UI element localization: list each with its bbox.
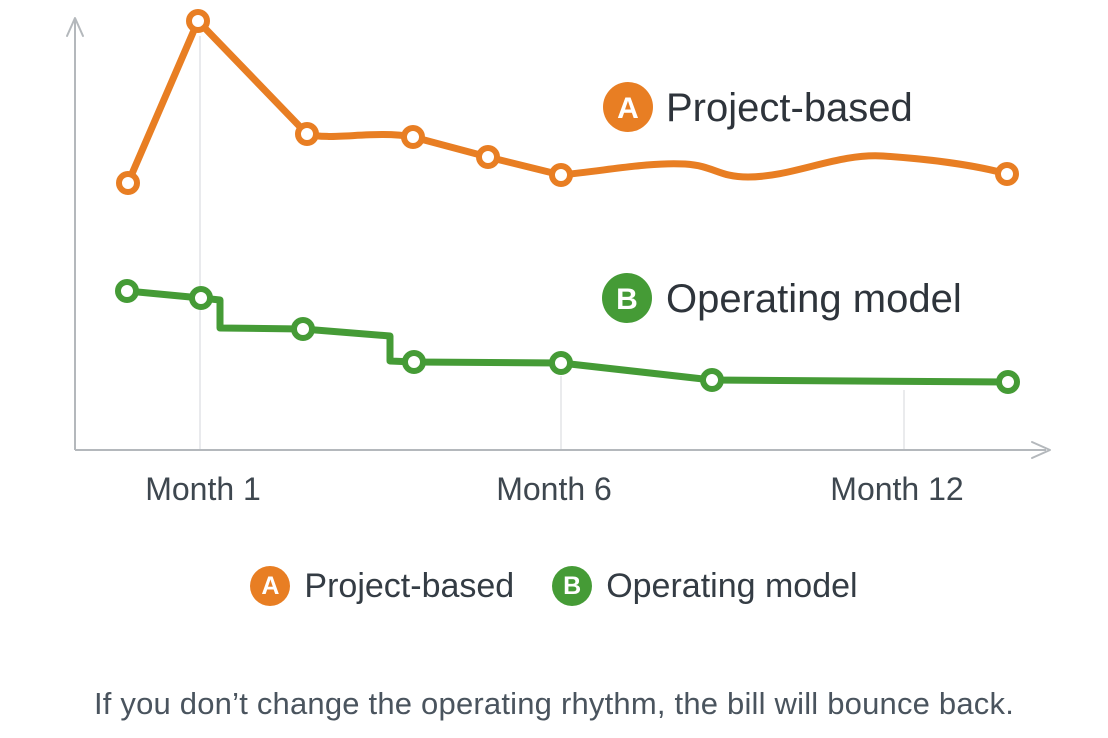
data-point-marker — [295, 122, 319, 146]
data-point-marker — [996, 370, 1020, 394]
y-axis-arrow-icon — [66, 17, 84, 37]
legend-label-b: Operating model — [606, 566, 858, 605]
legend-item-project-based: A Project-based — [250, 566, 514, 606]
series-b-badge-letter: B — [616, 283, 638, 316]
legend: A Project-based B Operating model — [0, 566, 1108, 606]
data-point-marker — [401, 125, 425, 149]
legend-badge-a: A — [250, 566, 291, 606]
x-axis-arrow-icon — [1031, 441, 1051, 459]
data-point-marker — [549, 163, 573, 187]
series-a-label: Project-based — [666, 86, 913, 130]
data-point-marker — [549, 351, 573, 375]
series-b-markers — [115, 279, 1020, 394]
series-a-line — [124, 17, 1011, 187]
series-a-label-group: A Project-based — [603, 82, 913, 132]
data-point-marker — [116, 171, 140, 195]
caption-text: If you don’t change the operating rhythm… — [93, 686, 1015, 721]
series-b-badge — [602, 273, 652, 323]
data-point-marker — [186, 9, 210, 33]
data-point-marker — [402, 350, 426, 374]
data-point-marker — [189, 286, 213, 310]
tick-month-12: Month 12 — [830, 471, 963, 507]
data-point-marker — [115, 279, 139, 303]
series-b-label-group: B Operating model — [602, 273, 962, 323]
legend-badge-b: B — [552, 566, 593, 606]
series-a-badge-letter: A — [617, 92, 639, 125]
series-b-line — [123, 287, 1012, 386]
series-a-badge — [603, 82, 653, 132]
legend-label-a: Project-based — [304, 566, 515, 605]
tick-month-1: Month 1 — [145, 471, 261, 507]
tick-month-6: Month 6 — [496, 471, 612, 507]
legend-item-operating-model: B Operating model — [552, 566, 858, 606]
series-a-markers — [116, 9, 1019, 195]
data-point-marker — [995, 162, 1019, 186]
series-b-label: Operating model — [666, 277, 962, 321]
data-point-marker — [700, 368, 724, 392]
line-chart: A Project-based B Operating model Month … — [66, 9, 1051, 507]
data-point-marker — [291, 317, 315, 341]
data-point-marker — [476, 145, 500, 169]
